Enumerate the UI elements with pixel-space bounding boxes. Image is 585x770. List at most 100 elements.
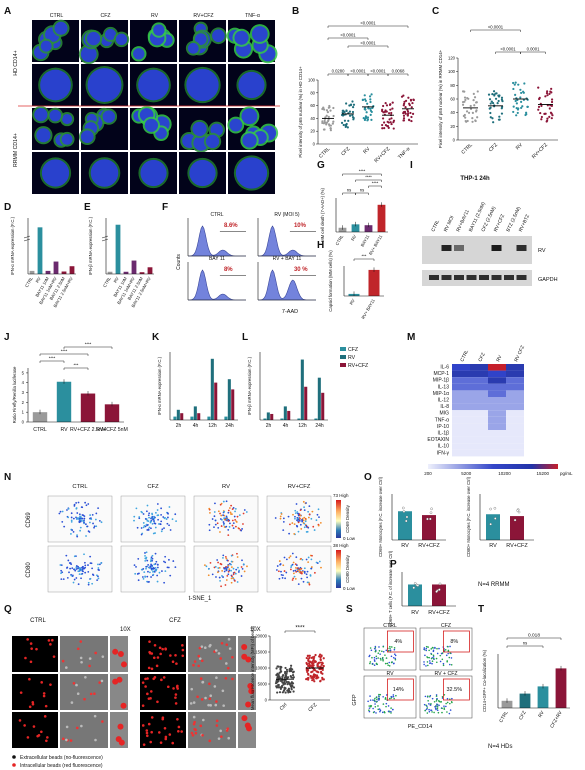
category-label: 2h — [266, 423, 272, 429]
bar — [61, 271, 67, 274]
heatmap-cell — [452, 416, 470, 424]
tsne-point — [297, 583, 300, 585]
flow-event — [451, 697, 453, 700]
cell-nucleus — [115, 33, 128, 46]
data-point — [525, 111, 528, 114]
heatmap-cell — [470, 436, 488, 444]
sig-label: 0.0068 — [392, 69, 405, 74]
flow-title: RV + CFZ — [434, 671, 457, 677]
tsne-point — [163, 517, 166, 520]
tsne-point — [277, 570, 280, 573]
bar-RV+CFZ — [304, 386, 308, 420]
flow-event — [447, 652, 449, 655]
tsne-point — [219, 512, 221, 515]
legend-extracellular: Extracellular beads (no-fluorescence) — [20, 755, 103, 761]
tsne-point — [174, 566, 177, 569]
data-point — [343, 119, 347, 122]
tsne-point — [229, 511, 232, 514]
flow-event — [436, 706, 439, 708]
flow-event — [449, 702, 451, 705]
bead — [176, 717, 179, 721]
y-tick-label: 5 — [22, 370, 25, 375]
data-point — [493, 507, 497, 510]
legend-label: RV — [348, 355, 356, 361]
bar-CFZ — [224, 416, 228, 420]
tsne-point — [301, 570, 304, 573]
tsne-point — [133, 519, 135, 522]
flow-event — [449, 663, 451, 666]
data-point — [438, 582, 442, 586]
cell-nucleus — [105, 28, 117, 40]
data-point — [406, 110, 410, 113]
tsne-point — [137, 579, 140, 582]
bar-CFZ — [280, 418, 284, 420]
y-tick-label: 10000 — [255, 666, 267, 671]
data-point — [321, 107, 324, 111]
data-point — [430, 507, 433, 511]
data-point — [412, 98, 415, 101]
flow-event — [378, 646, 380, 648]
tsne-point — [145, 565, 148, 568]
data-point — [520, 106, 523, 110]
bead — [141, 724, 145, 727]
data-point — [489, 507, 492, 511]
tsne-point — [290, 564, 293, 567]
y-axis-label: CD14+GFP+ Co-localization (%) — [482, 649, 487, 712]
tsne-point — [78, 520, 81, 523]
bead — [158, 731, 161, 734]
tsne-point — [227, 528, 230, 531]
category-label: RV+CFZ — [418, 543, 440, 549]
heatmap-row-label: EOTAXIN — [427, 437, 449, 443]
category-label: RV — [113, 276, 120, 284]
tsne-point — [82, 566, 84, 568]
tsne-point — [144, 517, 147, 520]
bar-RV+CFZ — [287, 410, 291, 420]
bar-RV — [210, 358, 214, 420]
heatmap-cell — [452, 364, 470, 371]
data-point — [327, 115, 330, 118]
tsne-point — [155, 560, 158, 563]
bead — [213, 685, 217, 688]
bead — [166, 685, 170, 689]
tsne-point — [297, 521, 300, 524]
flow-event — [368, 710, 371, 713]
data-point — [284, 687, 287, 690]
heatmap-cell — [488, 403, 506, 411]
bead — [149, 690, 153, 693]
heatmap-row-label: IL-1β — [438, 431, 450, 437]
tsne-point — [76, 534, 78, 537]
data-point — [501, 105, 504, 108]
tsne-point — [226, 566, 229, 569]
lane-label: RV MOI — [443, 215, 456, 233]
data-point — [308, 656, 311, 659]
data-point — [362, 117, 365, 120]
data-point — [498, 115, 501, 118]
data-point — [500, 98, 504, 101]
data-point — [325, 109, 329, 112]
tsne-point — [211, 573, 214, 576]
cell-nucleus — [61, 133, 73, 145]
data-point — [319, 656, 322, 659]
data-point — [382, 111, 385, 114]
data-point — [368, 95, 372, 98]
scale-tick: 15200 — [536, 471, 549, 476]
flow-event — [384, 698, 387, 700]
color-scale — [428, 464, 558, 469]
heatmap-cell — [470, 364, 488, 371]
tsne-point — [61, 510, 64, 513]
tsne-point — [89, 521, 91, 524]
bead — [62, 737, 65, 741]
flow-event — [443, 705, 445, 707]
data-point — [463, 90, 466, 93]
bead — [168, 733, 172, 736]
tsne-point — [156, 509, 159, 511]
bead — [149, 697, 152, 700]
tsne-point — [142, 513, 145, 515]
category-label: 24h — [225, 423, 234, 429]
tsne-point — [227, 564, 230, 567]
category-label: RV+ BAY11 — [360, 297, 376, 319]
data-point — [513, 83, 516, 86]
tsne-point — [151, 515, 154, 518]
